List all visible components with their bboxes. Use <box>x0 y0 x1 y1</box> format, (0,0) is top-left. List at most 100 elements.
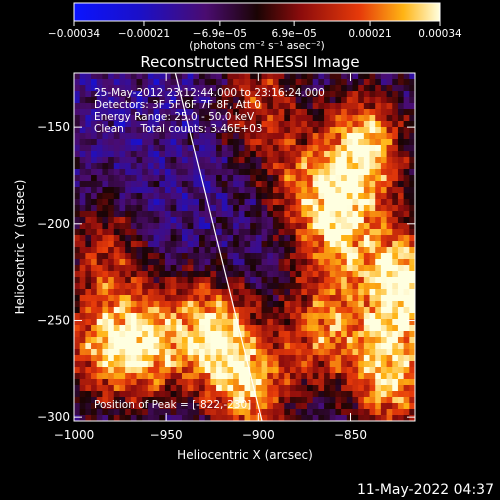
heatmap-cell <box>204 265 211 272</box>
heatmap-cell <box>79 325 86 332</box>
heatmap-cell <box>79 205 86 212</box>
heatmap-cell <box>335 199 342 206</box>
heatmap-cell <box>341 139 348 146</box>
energy-range-text: Energy Range: 25.0 - 50.0 keV <box>94 111 255 123</box>
heatmap-cell <box>164 133 172 140</box>
heatmap-cell <box>386 115 393 122</box>
heatmap-cell <box>278 223 285 230</box>
heatmap-cell <box>341 271 348 278</box>
heatmap-cell <box>284 145 291 152</box>
heatmap-cell <box>244 247 251 254</box>
heatmap-cell <box>392 277 399 284</box>
heatmap-cell <box>119 313 126 320</box>
heatmap-cell <box>335 79 342 86</box>
heatmap-cell <box>108 163 115 170</box>
heatmap-cell <box>386 265 393 272</box>
heatmap-cell <box>204 157 211 164</box>
heatmap-cell <box>79 403 86 410</box>
heatmap-cell <box>392 247 399 254</box>
heatmap-cell <box>324 277 331 284</box>
heatmap-cell <box>363 397 371 404</box>
heatmap-cell <box>176 283 183 290</box>
heatmap-cell <box>369 283 376 290</box>
heatmap-cell <box>79 307 86 314</box>
heatmap-cell <box>74 277 81 284</box>
heatmap-cell <box>289 247 297 254</box>
heatmap-cell <box>318 409 325 416</box>
heatmap-cell <box>199 283 206 290</box>
heatmap-cell <box>136 397 143 404</box>
heatmap-cell <box>227 307 234 314</box>
heatmap-cell <box>278 373 285 380</box>
heatmap-cell <box>335 319 342 326</box>
heatmap-cell <box>221 127 229 134</box>
heatmap-cell <box>227 151 234 158</box>
heatmap-cell <box>329 103 337 110</box>
heatmap-cell <box>397 253 405 260</box>
heatmap-cell <box>403 397 410 404</box>
heatmap-cell <box>164 247 172 254</box>
heatmap-cell <box>193 379 200 386</box>
heatmap-cell <box>255 91 263 98</box>
heatmap-cell <box>250 301 257 308</box>
heatmap-cell <box>119 229 126 236</box>
heatmap-cell <box>210 307 217 314</box>
heatmap-cell <box>358 187 365 194</box>
heatmap-cell <box>244 415 251 421</box>
heatmap-cell <box>125 193 132 200</box>
heatmap-cell <box>278 337 285 344</box>
heatmap-cell <box>193 163 200 170</box>
heatmap-cell <box>244 145 251 152</box>
heatmap-cell <box>221 181 229 188</box>
heatmap-cell <box>79 361 86 368</box>
heatmap-cell <box>199 181 206 188</box>
heatmap-cell <box>261 373 268 380</box>
heatmap-cell <box>102 169 109 176</box>
heatmap-cell <box>136 391 143 398</box>
heatmap-cell <box>91 265 98 272</box>
heatmap-cell <box>125 241 132 248</box>
colorbar-ticks: −0.00034 −0.00021 −6.9e−05 6.9e−05 0.00021 0.… <box>48 21 462 40</box>
heatmap-cell <box>164 397 172 404</box>
heatmap-cell <box>210 205 217 212</box>
heatmap-cell <box>386 229 393 236</box>
heatmap-cell <box>159 151 166 158</box>
heatmap-cell <box>108 127 115 134</box>
heatmap-cell <box>289 187 297 194</box>
heatmap-cell <box>96 193 104 200</box>
heatmap-cell <box>312 367 319 374</box>
heatmap-cell <box>318 265 325 272</box>
heatmap-cell <box>159 385 166 392</box>
heatmap-cell <box>346 181 354 188</box>
heatmap-cell <box>147 397 155 404</box>
heatmap-cell <box>85 253 92 260</box>
heatmap-cell <box>397 169 405 176</box>
heatmap-cell <box>250 187 257 194</box>
heatmap-cell <box>261 343 268 350</box>
heatmap-cell <box>244 169 251 176</box>
heatmap-cell <box>159 235 166 242</box>
heatmap-cell <box>221 265 229 272</box>
heatmap-cell <box>199 325 206 332</box>
heatmap-cell <box>193 223 200 230</box>
heatmap-cell <box>255 343 263 350</box>
heatmap-cell <box>85 319 92 326</box>
heatmap-cell <box>346 151 354 158</box>
heatmap-cell <box>341 229 348 236</box>
heatmap-cell <box>312 283 319 290</box>
heatmap-cell <box>91 295 98 302</box>
heatmap-cell <box>130 199 138 206</box>
heatmap-cell <box>403 271 410 278</box>
heatmap-cell <box>119 253 126 260</box>
heatmap-cell <box>176 265 183 272</box>
heatmap-cell <box>267 103 274 110</box>
heatmap-cell <box>193 415 200 421</box>
heatmap-cell <box>284 211 291 218</box>
heatmap-cell <box>96 163 104 170</box>
heatmap-cell <box>267 91 274 98</box>
heatmap-cell <box>113 331 121 338</box>
heatmap-cell <box>397 379 405 386</box>
heatmap-cell <box>329 199 337 206</box>
heatmap-cell <box>267 145 274 152</box>
heatmap-cell <box>380 325 388 332</box>
